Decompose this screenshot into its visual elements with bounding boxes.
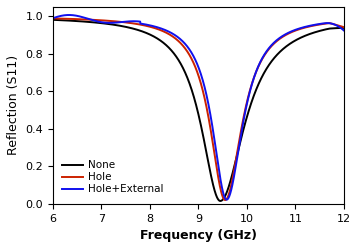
Hole+External bbox=[334, 24, 338, 27]
Hole bbox=[66, 17, 70, 20]
Hole+External bbox=[185, 45, 189, 48]
None bbox=[333, 27, 338, 30]
Hole+External bbox=[193, 57, 197, 60]
Hole+External bbox=[67, 13, 71, 16]
Line: Hole: Hole bbox=[53, 18, 344, 200]
Line: None: None bbox=[53, 20, 344, 201]
None bbox=[342, 26, 346, 29]
Hole bbox=[223, 198, 227, 201]
Line: Hole+External: Hole+External bbox=[53, 15, 344, 200]
Hole bbox=[342, 26, 346, 29]
Hole bbox=[334, 23, 338, 26]
Hole bbox=[192, 63, 197, 66]
Hole bbox=[51, 17, 55, 20]
Hole bbox=[280, 36, 284, 39]
None bbox=[192, 98, 197, 101]
Y-axis label: Reflection (S11): Reflection (S11) bbox=[7, 55, 20, 155]
None bbox=[334, 27, 338, 30]
Hole+External bbox=[66, 13, 70, 16]
Hole+External bbox=[334, 23, 338, 26]
X-axis label: Frequency (GHz): Frequency (GHz) bbox=[140, 229, 257, 242]
Hole+External bbox=[224, 198, 229, 201]
Hole bbox=[333, 23, 338, 26]
Hole bbox=[185, 49, 189, 52]
None bbox=[280, 48, 284, 51]
None bbox=[51, 18, 55, 21]
Hole+External bbox=[342, 29, 346, 32]
None bbox=[218, 199, 222, 202]
Hole+External bbox=[51, 17, 55, 20]
None bbox=[66, 19, 70, 22]
None bbox=[185, 75, 189, 78]
Hole+External bbox=[280, 35, 285, 38]
Legend: None, Hole, Hole+External: None, Hole, Hole+External bbox=[58, 156, 168, 198]
